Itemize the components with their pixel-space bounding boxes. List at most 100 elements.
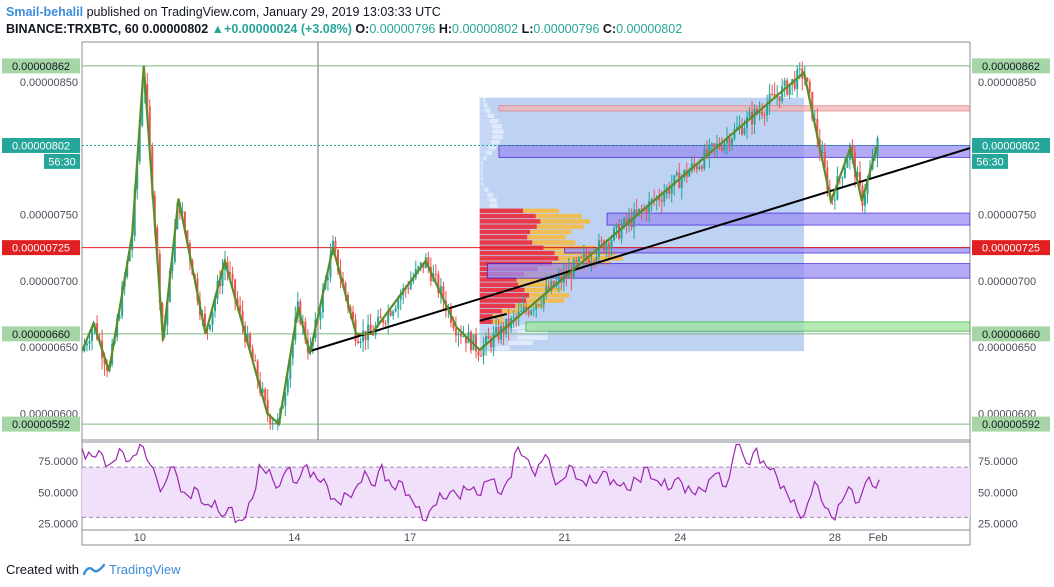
y-tick-right: 0.00000750 — [978, 209, 1036, 221]
profile-bar — [488, 145, 496, 150]
candle-body — [334, 240, 337, 250]
candle-body — [570, 269, 573, 279]
profile-bar — [486, 150, 492, 155]
candle-body — [783, 80, 786, 87]
symbol-label[interactable]: BINANCE:TRXBTC, 60 — [6, 22, 139, 36]
candle-body — [369, 324, 372, 333]
price-tag-right — [972, 326, 1050, 342]
chart-header: Smail-behalil published on TradingView.c… — [6, 4, 682, 38]
candle-body — [798, 68, 801, 70]
profile-bar — [492, 134, 503, 140]
candle-body — [246, 333, 249, 343]
profile-bar — [524, 287, 562, 293]
candle-body — [738, 125, 741, 128]
published-text: published on TradingView.com, January 29… — [86, 5, 441, 19]
candle-body — [86, 343, 89, 346]
y-tick-left: 0.00000850 — [20, 77, 78, 89]
candle-body — [625, 218, 628, 225]
candle-body — [821, 152, 824, 154]
candle-body — [846, 159, 849, 168]
price-tag-right-label: 0.00000592 — [982, 419, 1040, 431]
candle-body — [221, 269, 224, 287]
candle-body — [670, 186, 673, 194]
candle-body — [454, 328, 457, 336]
candle-body — [628, 217, 631, 225]
candle-body — [487, 335, 490, 340]
candle-body — [208, 324, 211, 330]
zigzag-line — [82, 65, 879, 427]
candle-body — [261, 389, 264, 393]
price-tag-left-label: 0.00000802 — [12, 140, 70, 152]
candle-body — [540, 304, 543, 306]
candle-body — [379, 316, 382, 319]
profile-bar — [479, 256, 559, 261]
candle-body — [91, 328, 94, 341]
candle-body — [688, 170, 691, 177]
candle-body — [329, 254, 332, 278]
candle-body — [700, 166, 703, 169]
profile-bar — [491, 124, 502, 129]
price-change: +0.00000024 (+3.08%) — [224, 22, 352, 36]
price-tag-right — [972, 137, 1050, 153]
profile-bar — [479, 198, 490, 203]
rsi-tick-left: 25.0000 — [38, 519, 78, 531]
close-label: C: — [602, 22, 617, 36]
profile-bar — [501, 308, 520, 314]
candle-body — [575, 260, 578, 262]
high-value: 0.00000802 — [452, 22, 519, 36]
trendline-0 — [309, 147, 970, 353]
candle-body — [304, 321, 307, 341]
profile-bar — [487, 192, 494, 198]
candle-body — [658, 197, 661, 201]
x-tick: 21 — [558, 532, 570, 544]
candle-body — [542, 294, 545, 305]
candle-body — [766, 104, 769, 116]
candle-body — [462, 335, 465, 337]
candle-body — [256, 361, 259, 381]
profile-bar — [487, 113, 495, 119]
candle-body — [387, 310, 390, 324]
profile-bar — [481, 166, 483, 171]
candle-body — [788, 84, 791, 95]
candle-body — [585, 254, 588, 260]
candle-body — [289, 358, 292, 380]
ohlc-legend: BINANCE:TRXBTC, 60 0.00000802 ▲+0.000000… — [6, 21, 682, 38]
candle-body — [650, 199, 653, 202]
candle-body — [600, 240, 603, 242]
candle-body — [841, 177, 844, 179]
candle-body — [241, 311, 244, 326]
profile-bar — [479, 124, 492, 129]
candle-body — [680, 177, 683, 189]
candle-body — [858, 171, 861, 186]
price-tag-left — [2, 240, 80, 256]
candle-body — [186, 230, 189, 244]
author-name[interactable]: Smail-behalil — [6, 5, 84, 19]
candle-body — [336, 249, 339, 272]
profile-bar — [485, 108, 491, 113]
candle-body — [372, 332, 375, 336]
candle-body — [590, 261, 593, 264]
y-tick-left: 0.00000650 — [20, 342, 78, 354]
zone-3 — [564, 247, 970, 254]
tradingview-link[interactable]: TradingView — [108, 562, 181, 577]
candle-body — [490, 339, 493, 347]
profile-bar — [483, 155, 487, 161]
candle-body — [394, 308, 397, 312]
profile-bar — [558, 256, 623, 261]
profile-bar — [479, 287, 525, 293]
candle-body — [477, 351, 480, 356]
profile-bar — [496, 345, 510, 351]
rsi-band — [82, 467, 970, 518]
y-tick-left: 0.00000750 — [20, 209, 78, 221]
open-label: O: — [355, 22, 370, 36]
profile-bar — [530, 229, 572, 235]
x-tick: Feb — [869, 532, 888, 544]
profile-bar — [479, 134, 493, 140]
candle-body — [715, 143, 718, 146]
price-tag-left-label: 0.00000862 — [12, 61, 70, 73]
candle-body — [512, 316, 515, 319]
candle-body — [580, 257, 583, 259]
price-tag-left — [2, 326, 80, 342]
candle-body — [141, 93, 144, 126]
candle-body — [522, 306, 525, 311]
